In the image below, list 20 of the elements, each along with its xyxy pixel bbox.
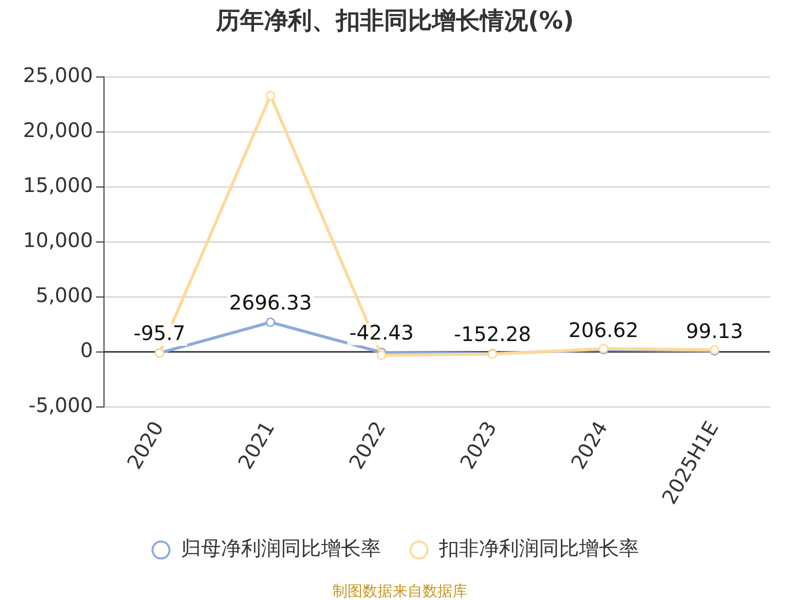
y-tick-label: 15,000 xyxy=(22,173,93,198)
y-tick-label: -5,000 xyxy=(28,393,93,418)
y-tick-label: 0 xyxy=(80,338,93,362)
data-label: 99.13 xyxy=(686,319,744,344)
point xyxy=(266,317,276,327)
point xyxy=(266,90,276,100)
data-label: -42.43 xyxy=(349,320,414,345)
data-label: 206.62 xyxy=(568,318,638,342)
y-tick-label: 5,000 xyxy=(36,283,93,308)
y-tick-label: 10,000 xyxy=(22,228,93,252)
point xyxy=(376,350,386,360)
chart-title: 历年净利、扣非同比增长情况(%) xyxy=(215,6,574,35)
data-label: 2696.33 xyxy=(229,290,312,314)
legend-label: 扣非净利润同比增长率 xyxy=(438,536,639,560)
data-label: -95.7 xyxy=(134,321,186,346)
legend-label: 归母净利润同比增长率 xyxy=(181,536,381,560)
y-tick-label: 20,000 xyxy=(22,118,93,142)
y-tick-label: 25,000 xyxy=(22,63,93,88)
text: 制图数据来自数据库 xyxy=(332,582,468,600)
data-label: -152.28 xyxy=(454,322,532,346)
